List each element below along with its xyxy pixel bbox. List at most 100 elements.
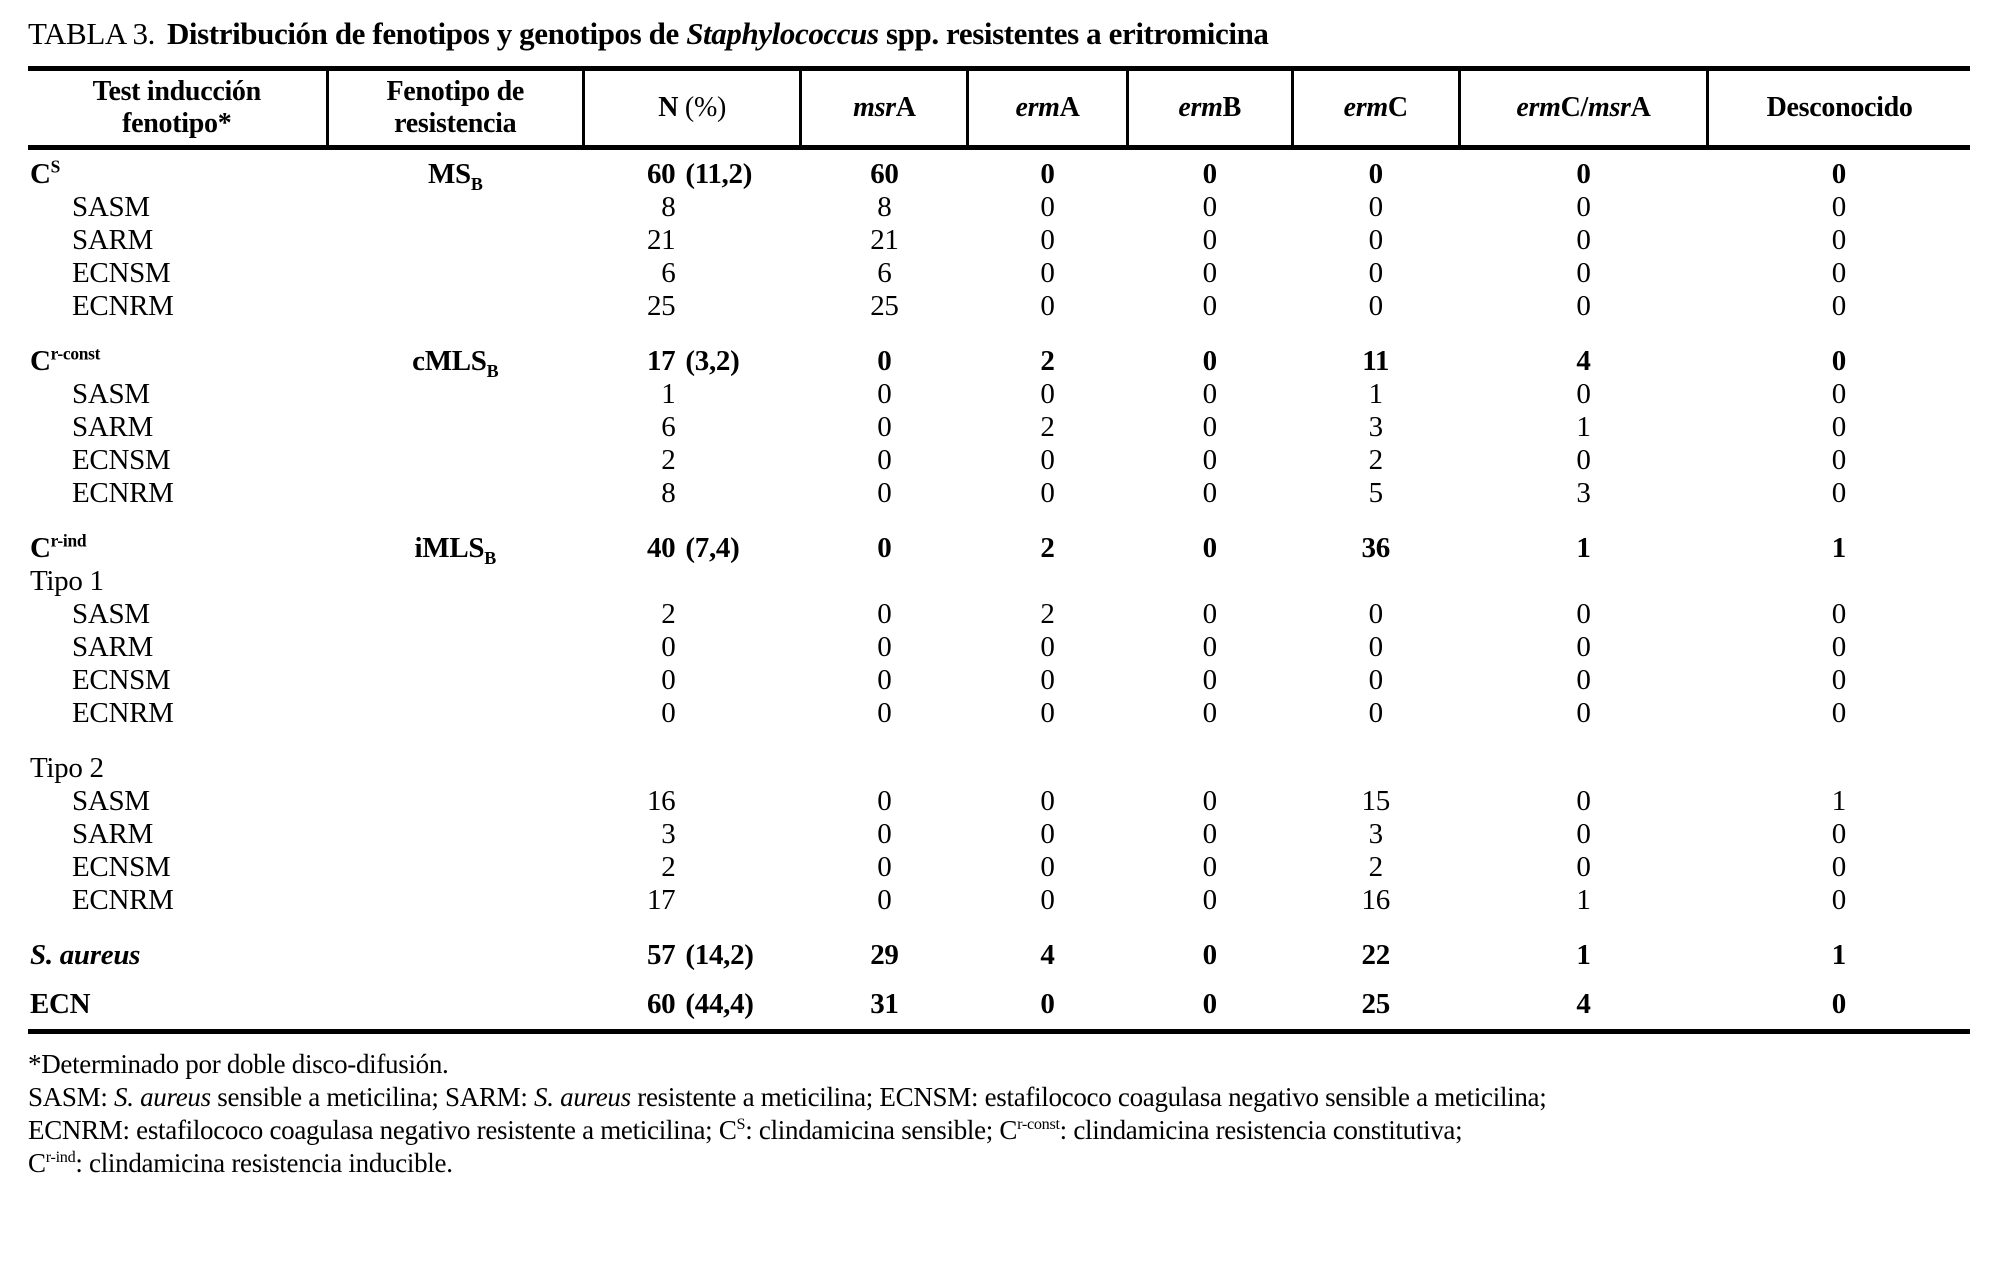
cell-fenotipo — [327, 631, 583, 664]
text-segment: B — [486, 360, 499, 381]
cell-msrA: 0 — [877, 818, 892, 850]
n-cell: 8 — [587, 191, 797, 224]
text-segment: N — [658, 92, 685, 123]
cell-ermA: 2 — [1040, 532, 1055, 564]
cell-ermCmsrA — [1459, 565, 1708, 598]
cell-ermB: 0 — [1202, 411, 1218, 443]
n-percent: (11,2) — [685, 158, 753, 190]
cell-ermA: 0 — [1040, 664, 1055, 696]
cell-ermCmsrA: 1 — [1576, 532, 1591, 564]
cell-ermC: 0 — [1368, 598, 1384, 630]
table-row: SARM 3 0 0 0 3 0 0 — [28, 818, 1970, 851]
n-cell: 0 — [587, 697, 797, 730]
n-percent: (44,4) — [685, 988, 754, 1020]
n-count: 21 — [646, 224, 676, 256]
text-segment: : clindamicina resistencia inducible. — [75, 1148, 453, 1178]
cell-n: 17 (3,2) — [583, 345, 801, 378]
cell-desconocido: 0 — [1831, 224, 1847, 256]
cell-msrA: 0 — [877, 664, 892, 696]
column-header-ermB: ermB — [1127, 68, 1294, 150]
cell-n: 57 (14,2) — [583, 939, 801, 972]
cell-test: SASM — [28, 785, 327, 818]
text-segment: ECNRM — [72, 884, 174, 916]
table-row: ECNSM 0 0 0 0 0 0 0 — [28, 664, 1970, 697]
cell-fenotipo — [327, 598, 583, 631]
cell-test: ECNRM — [28, 290, 327, 323]
cell-fenotipo — [327, 411, 583, 444]
cell-ermA — [968, 752, 1127, 785]
cell-ermCmsrA: 4 — [1576, 345, 1591, 377]
n-cell: 60 (11,2) — [587, 158, 797, 191]
cell-ermB: 0 — [1202, 378, 1218, 410]
cell-n: 1 — [583, 378, 801, 411]
cell-desconocido: 0 — [1831, 631, 1847, 663]
text-segment: spp. resistentes a eritromicina — [878, 16, 1269, 51]
cell-ermC: 0 — [1368, 290, 1384, 322]
cell-desconocido: 0 — [1831, 345, 1847, 377]
cell-n: 6 — [583, 257, 801, 290]
cell-desconocido: 0 — [1831, 851, 1847, 883]
n-cell: 21 — [587, 224, 797, 257]
cell-ermB: 0 — [1202, 158, 1218, 190]
cell-n — [583, 752, 801, 785]
cell-ermB: 0 — [1202, 785, 1218, 817]
cell-ermA: 0 — [1040, 477, 1055, 509]
n-count: 6 — [661, 411, 676, 443]
cell-msrA: 6 — [877, 257, 892, 289]
text-segment: Desconocido — [1766, 92, 1913, 123]
cell-ermA: 0 — [1040, 224, 1055, 256]
n-cell: 25 — [587, 290, 797, 323]
cell-msrA: 0 — [877, 378, 892, 410]
cell-fenotipo — [327, 752, 583, 785]
text-segment: r-ind — [50, 530, 87, 551]
text-segment: C — [30, 345, 51, 377]
text-segment: S. aureus — [114, 1082, 211, 1112]
cell-n: 0 — [583, 631, 801, 664]
n-count: 2 — [661, 598, 676, 630]
cell-n: 40 (7,4) — [583, 532, 801, 565]
cell-ermA: 0 — [1040, 851, 1055, 883]
n-cell: 57 (14,2) — [587, 939, 797, 972]
cell-ermA: 0 — [1040, 697, 1055, 729]
cell-desconocido — [1708, 752, 1970, 785]
cell-ermC: 16 — [1361, 884, 1391, 916]
cell-ermB: 0 — [1202, 664, 1218, 696]
cell-fenotipo — [327, 565, 583, 598]
spacer-row — [28, 730, 1970, 752]
cell-n: 2 — [583, 444, 801, 477]
header-row: Test inducción fenotipo* Fenotipo de resist… — [28, 68, 1970, 150]
cell-n: 3 — [583, 818, 801, 851]
page: TABLA 3. Distribución de fenotipos y geno… — [28, 16, 1970, 1178]
cell-ermA: 0 — [1040, 290, 1055, 322]
cell-test: ECNSM — [28, 257, 327, 290]
text-segment: SASM — [72, 191, 150, 223]
text-segment: Test inducción — [92, 76, 262, 107]
table-row: ECNSM 6 6 0 0 0 0 0 — [28, 257, 1970, 290]
text-segment: ECNRM — [72, 477, 174, 509]
cell-fenotipo: cMLSB — [327, 345, 583, 381]
text-segment: C — [30, 532, 51, 564]
n-count: 6 — [661, 257, 676, 289]
cell-ermB: 0 — [1202, 224, 1218, 256]
cell-n: 60 (11,2) — [583, 158, 801, 191]
table-row: SASM 2 0 2 0 0 0 0 — [28, 598, 1970, 631]
cell-ermCmsrA: 0 — [1576, 697, 1591, 729]
cell-ermCmsrA: 0 — [1576, 158, 1591, 190]
cell-ermB: 0 — [1202, 884, 1218, 916]
n-count: 25 — [646, 290, 676, 322]
n-cell: 40 (7,4) — [587, 532, 797, 565]
cell-desconocido: 1 — [1831, 532, 1847, 564]
cell-desconocido: 0 — [1831, 191, 1847, 223]
n-count: 8 — [661, 191, 676, 223]
footnote-line: *Determinado por doble disco-difusión. — [28, 1048, 1970, 1081]
cell-ermCmsrA: 4 — [1576, 988, 1591, 1020]
cell-msrA: 0 — [877, 598, 892, 630]
cell-n: 60 (44,4) — [583, 988, 801, 1021]
n-count: 8 — [661, 477, 676, 509]
cell-msrA: 0 — [877, 697, 892, 729]
cell-test: ECNRM — [28, 697, 327, 730]
spacer-row — [28, 1021, 1970, 1032]
cell-ermC: 0 — [1368, 224, 1384, 256]
table-row: ECNSM 2 0 0 0 2 0 0 — [28, 444, 1970, 477]
cell-msrA: 0 — [877, 785, 892, 817]
